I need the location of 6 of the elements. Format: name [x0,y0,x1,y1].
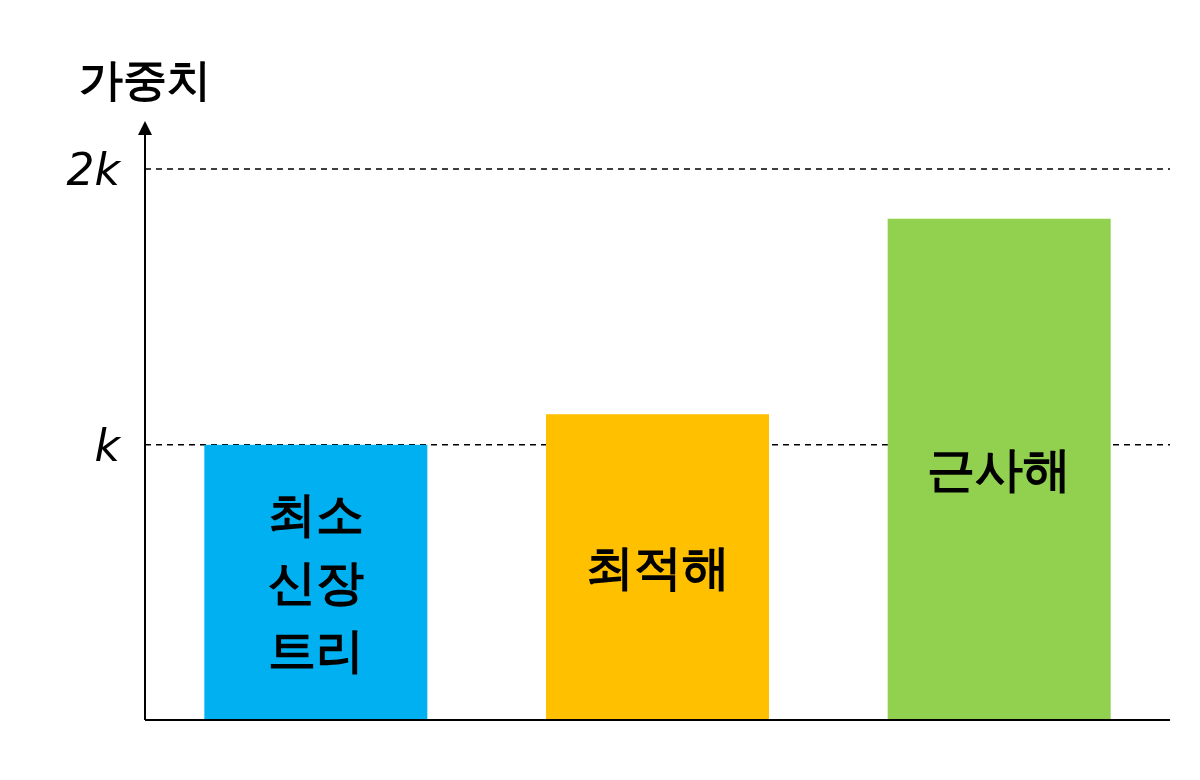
x-tick-label: 최소 신장 트리 [267,486,364,679]
x-tick-label: 근사해 [927,441,1072,498]
y-axis-title: 가중치 [79,54,211,105]
x-tick-label: 최적해 [585,539,730,596]
ref-line-label: 2k [66,144,122,196]
ref-line-label: k [94,419,122,471]
